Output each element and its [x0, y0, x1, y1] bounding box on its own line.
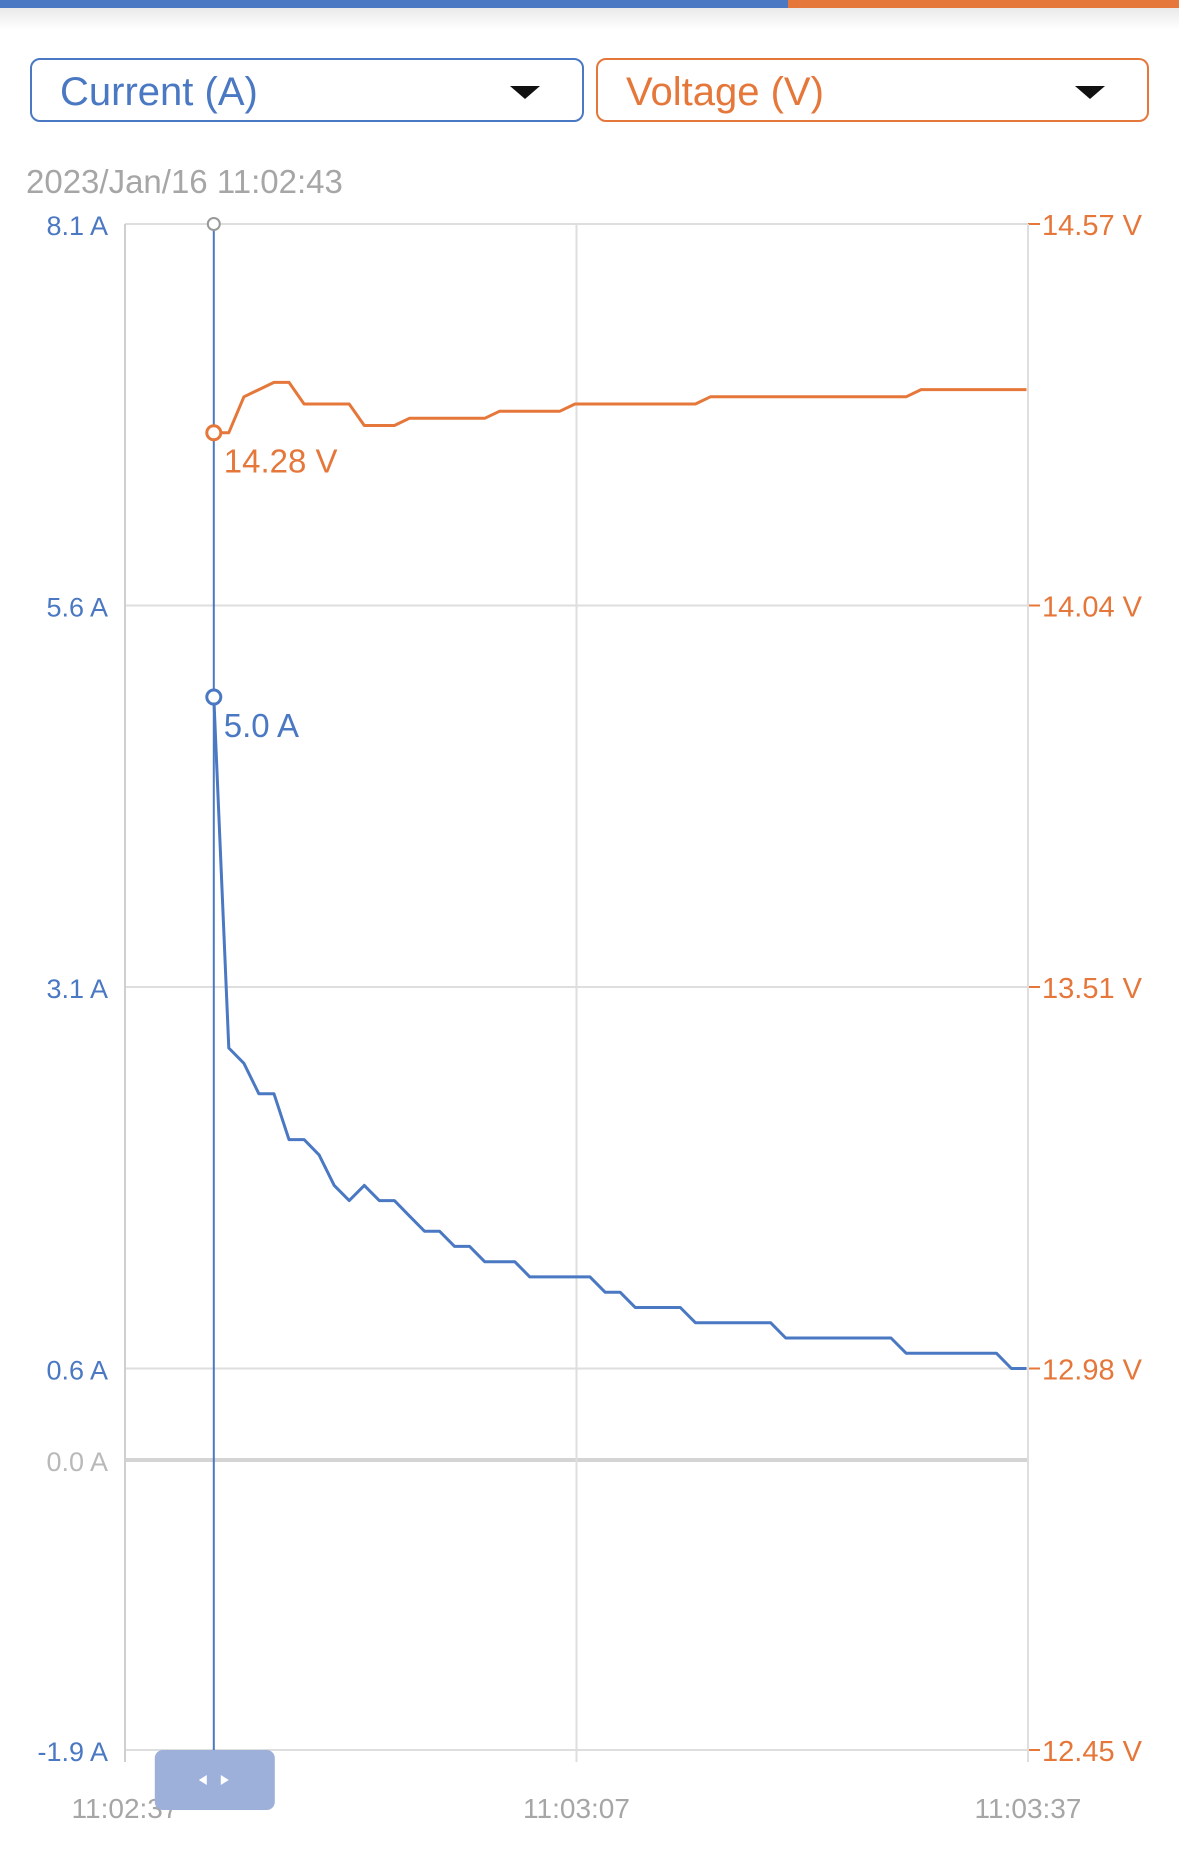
dual-axis-line-chart[interactable]: 2023/Jan/16 11:02:43 8.1 A 5.6 A 3.1 A 0.6 A…: [0, 140, 1179, 1868]
right-axis-tick-label: 12.98 V: [1042, 1355, 1143, 1387]
current-dropdown-label: Current (A): [60, 70, 258, 114]
right-axis-tick-label: 12.45 V: [1042, 1736, 1143, 1768]
left-axis-tick-label: -1.9 A: [37, 1737, 108, 1767]
current-cursor-value-label: 5.0 A: [224, 707, 299, 744]
top-shadow: [0, 8, 1179, 30]
current-series-line: [212, 697, 1027, 1370]
chevron-down-icon: [510, 86, 540, 99]
right-axis-tick-label: 14.04 V: [1042, 592, 1143, 624]
current-cursor-marker: [205, 688, 223, 706]
right-axis-tick-label: 14.57 V: [1042, 210, 1143, 242]
voltage-cursor-value-label: 14.28 V: [224, 443, 338, 480]
x-axis-tick-label: 11:03:37: [975, 1793, 1082, 1824]
current-series-dropdown[interactable]: Current (A): [30, 58, 584, 122]
left-axis-tick-label: 0.6 A: [46, 1356, 108, 1386]
voltage-series-line: [213, 380, 1027, 435]
chevron-down-icon: [1075, 86, 1105, 99]
voltage-cursor-marker: [205, 424, 223, 442]
top-color-bar: [0, 0, 1179, 8]
x-axis-tick-label: 11:03:07: [523, 1793, 630, 1824]
left-axis-tick-label: 5.6 A: [46, 593, 108, 623]
voltage-color-segment: [788, 0, 1179, 8]
left-axis-tick-label: 8.1 A: [46, 211, 108, 241]
left-axis-tick-label: 0.0 A: [46, 1447, 108, 1477]
right-axis-tick-label: 13.51 V: [1042, 973, 1143, 1005]
cursor-top-marker: [206, 217, 221, 231]
drag-left-arrow-icon: [198, 1775, 207, 1785]
cursor-timestamp: 2023/Jan/16 11:02:43: [26, 163, 343, 200]
current-color-segment: [0, 0, 788, 8]
cursor-drag-handle[interactable]: [154, 1750, 275, 1810]
drag-right-arrow-icon: [220, 1775, 229, 1785]
voltage-series-dropdown[interactable]: Voltage (V): [596, 58, 1149, 122]
left-axis-tick-label: 3.1 A: [46, 974, 108, 1004]
voltage-dropdown-label: Voltage (V): [626, 70, 824, 114]
